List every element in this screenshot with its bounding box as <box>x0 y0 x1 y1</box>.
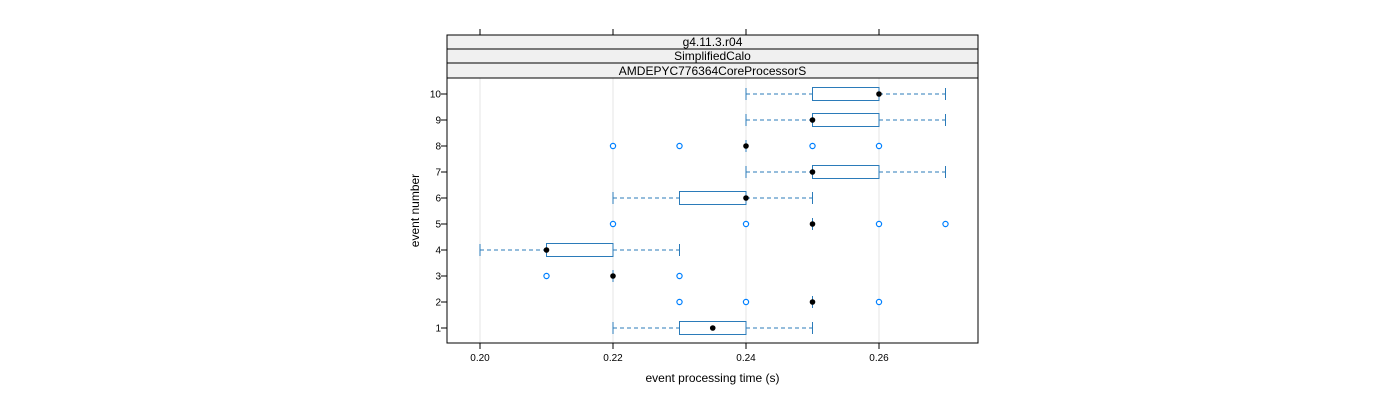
plot-frame <box>446 77 979 344</box>
outlier-point <box>942 220 949 228</box>
y-tick-label: 6 <box>435 194 441 205</box>
x-axis-title: event processing time (s) <box>645 371 779 385</box>
y-axis-title: event number <box>408 174 422 247</box>
median-point <box>709 325 716 331</box>
box-event-10 <box>745 87 946 101</box>
box-event-3 <box>543 270 683 282</box>
median-point <box>809 299 816 305</box>
median-point <box>809 117 816 123</box>
outlier-point <box>875 220 883 228</box>
iqr-box <box>546 243 614 257</box>
outlier-point <box>809 142 816 150</box>
y-tick-label: 9 <box>435 116 441 127</box>
strip-2-label: SimplifiedCalo <box>674 49 751 63</box>
outlier-point <box>676 142 683 150</box>
median-point <box>809 169 816 175</box>
box-event-5 <box>609 218 949 230</box>
y-tick-label: 7 <box>435 168 441 179</box>
y-axis: 1 2 3 4 5 6 7 8 9 10 <box>430 90 447 335</box>
x-tick-label: 0.26 <box>869 353 889 364</box>
iqr-box <box>679 191 747 205</box>
outlier-point <box>543 272 550 280</box>
box-event-8 <box>609 140 883 152</box>
median-point <box>809 221 816 227</box>
median-point <box>743 195 749 201</box>
box-event-9 <box>745 113 946 127</box>
outlier-point <box>742 220 750 228</box>
y-tick-label: 10 <box>430 90 442 101</box>
median-point <box>610 273 616 279</box>
y-tick-label: 8 <box>435 142 441 153</box>
outlier-point <box>875 142 883 150</box>
iqr-box <box>812 113 880 127</box>
y-tick-label: 4 <box>435 246 441 257</box>
y-tick-label: 2 <box>435 298 441 309</box>
box-event-2 <box>676 296 883 308</box>
x-tick-label: 0.22 <box>603 353 623 364</box>
outlier-point <box>875 298 883 306</box>
y-tick-label: 3 <box>435 272 441 283</box>
median-point <box>543 247 550 253</box>
box-event-4 <box>479 243 680 257</box>
strip-1-label: g4.11.3.r04 <box>683 35 743 49</box>
median-point <box>743 143 749 149</box>
outlier-point <box>676 298 683 306</box>
y-tick-label: 5 <box>435 220 441 231</box>
x-tick-label: 0.20 <box>470 353 490 364</box>
box-event-6 <box>612 191 813 205</box>
strip-3-label: AMDEPYC776364CoreProcessorS <box>619 64 806 78</box>
strip-header: g4.11.3.r04 SimplifiedCalo AMDEPYC776364… <box>446 34 979 79</box>
x-tick-label: 0.24 <box>736 353 756 364</box>
iqr-box <box>812 165 880 179</box>
outlier-point <box>609 142 617 150</box>
box-event-7 <box>745 165 946 179</box>
box-event-1 <box>612 321 813 335</box>
outlier-point <box>609 220 617 228</box>
y-tick-label: 1 <box>435 324 441 335</box>
outlier-point <box>676 272 683 280</box>
iqr-box <box>812 87 880 101</box>
top-axis-ticks <box>479 29 880 35</box>
iqr-box <box>679 321 747 335</box>
x-axis: 0.20 0.22 0.24 0.26 <box>470 343 889 364</box>
boxplot-marks <box>479 87 949 335</box>
outlier-point <box>742 298 750 306</box>
median-point <box>876 91 882 97</box>
